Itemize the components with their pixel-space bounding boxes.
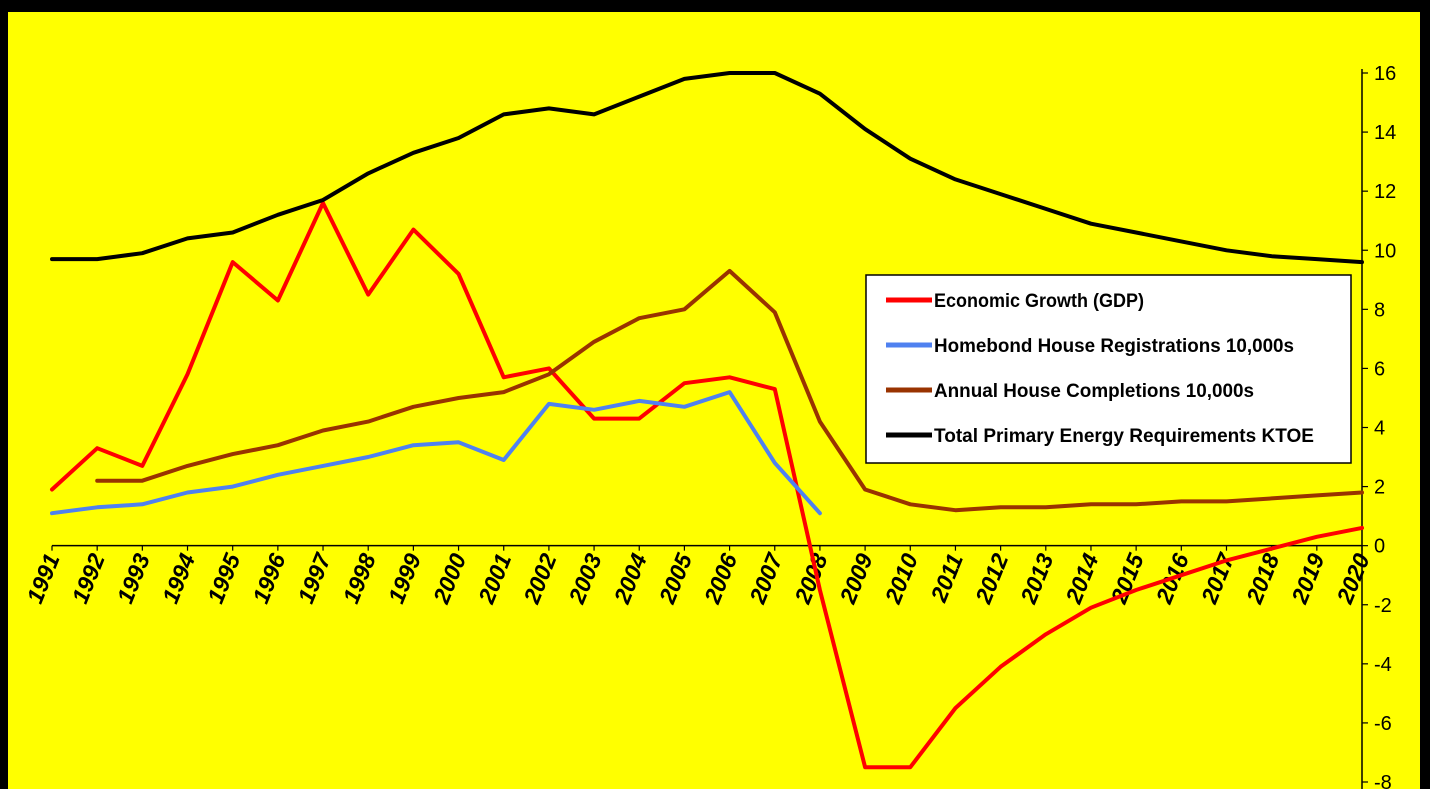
y-tick-label: 16 bbox=[1374, 63, 1396, 85]
legend-label: Homebond House Registrations 10,000s bbox=[934, 336, 1294, 357]
y-tick-label: -6 bbox=[1374, 713, 1392, 735]
y-tick-label: 4 bbox=[1374, 418, 1385, 440]
y-tick-label: 2 bbox=[1374, 477, 1385, 499]
y-tick-label: 10 bbox=[1374, 240, 1396, 262]
legend-box bbox=[865, 274, 1352, 464]
series-line-3 bbox=[95, 268, 1364, 513]
legend-label: Total Primary Energy Requirements KTOE bbox=[934, 426, 1314, 447]
series-line-4 bbox=[50, 71, 1364, 265]
y-tick-label: 14 bbox=[1374, 122, 1396, 144]
y-tick-label: 12 bbox=[1374, 181, 1396, 203]
y-tick-label: 8 bbox=[1374, 299, 1385, 321]
y-tick-label: 0 bbox=[1374, 536, 1385, 558]
series-line-1 bbox=[50, 201, 1364, 770]
y-tick-label: -8 bbox=[1374, 772, 1392, 789]
y-tick-label: -4 bbox=[1374, 654, 1392, 676]
y-tick-label: -2 bbox=[1374, 595, 1392, 617]
series-line-2 bbox=[50, 390, 822, 516]
series-layer bbox=[50, 71, 1364, 770]
legend-label: Economic Growth (GDP) bbox=[934, 291, 1144, 312]
legend-label: Annual House Completions 10,000s bbox=[934, 381, 1254, 402]
y-tick-label: 6 bbox=[1374, 358, 1385, 380]
legend: Economic Growth (GDP) Homebond House Regi… bbox=[865, 274, 1352, 464]
